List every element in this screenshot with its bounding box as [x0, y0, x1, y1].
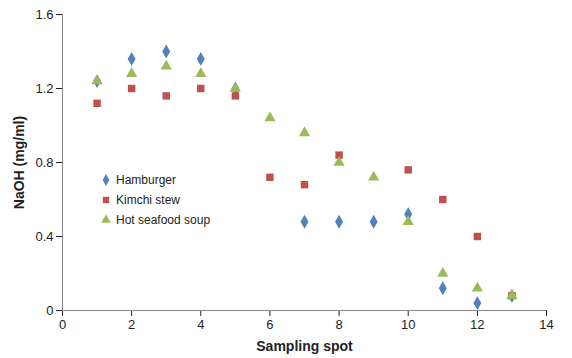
svg-text:4: 4 [197, 317, 204, 332]
svg-text:8: 8 [335, 317, 342, 332]
svg-text:Sampling spot: Sampling spot [256, 338, 353, 354]
svg-text:2: 2 [128, 317, 135, 332]
svg-text:0.8: 0.8 [35, 155, 53, 170]
html-text:Hot seafood soup: Hot seafood soup [116, 213, 211, 227]
svg-text:0.4: 0.4 [35, 229, 53, 244]
svg-text:1.6: 1.6 [35, 7, 53, 22]
svg-text:6: 6 [266, 317, 273, 332]
svg-text:0: 0 [59, 317, 66, 332]
svg-text:NaOH (mg/ml): NaOH (mg/ml) [11, 116, 27, 209]
svg-text:14: 14 [539, 317, 553, 332]
svg-text:10: 10 [401, 317, 415, 332]
html-text:Kimchi stew: Kimchi stew [116, 193, 180, 207]
html-text:Hamburger: Hamburger [116, 173, 176, 187]
svg-text:1.2: 1.2 [35, 81, 53, 96]
svg-text:12: 12 [470, 317, 484, 332]
svg-text:0: 0 [46, 303, 53, 318]
